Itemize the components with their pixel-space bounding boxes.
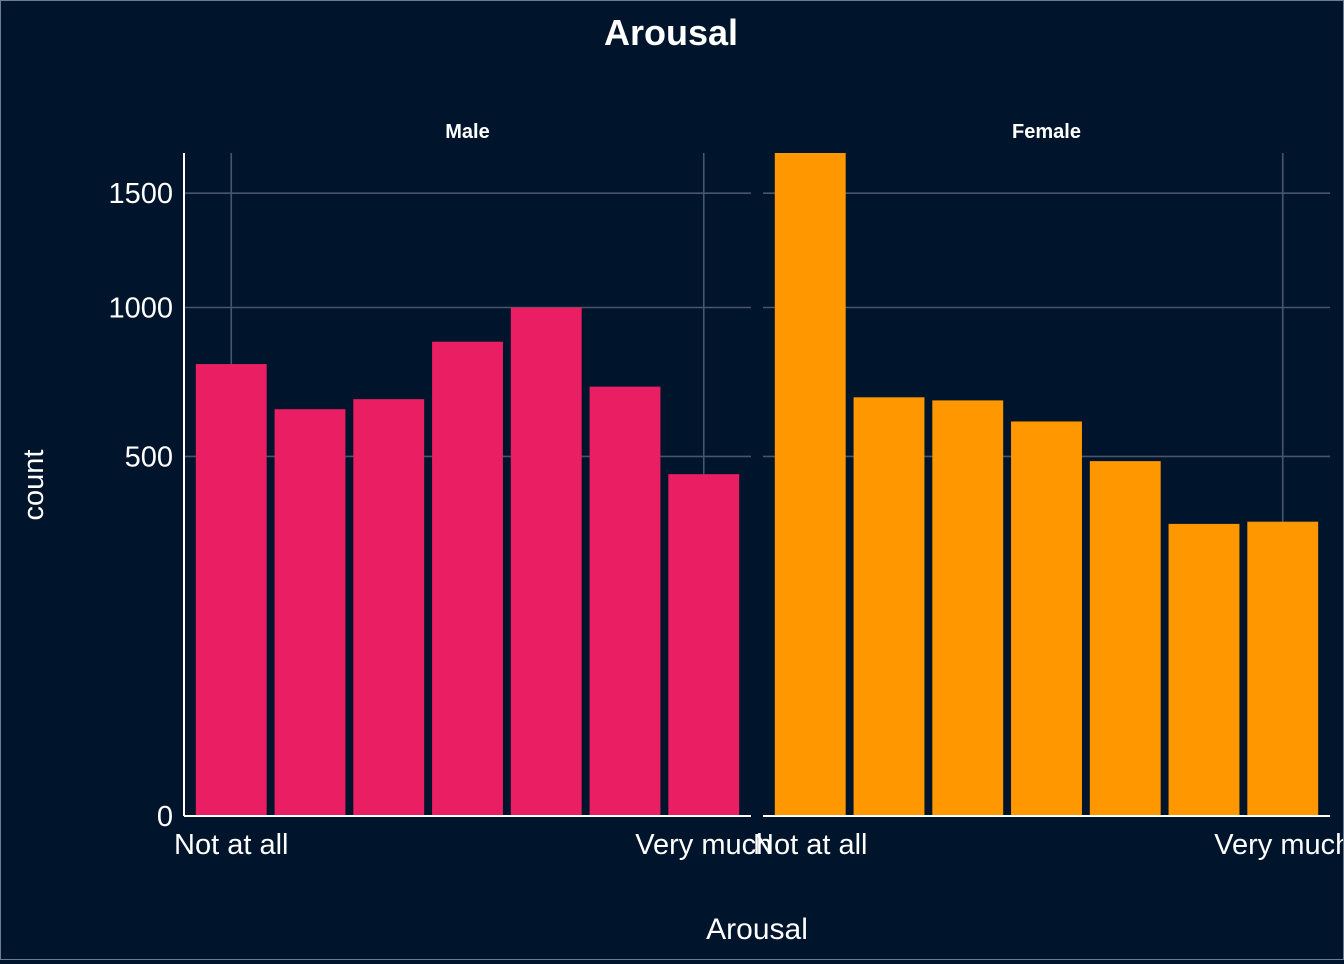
bar-male-5	[510, 307, 582, 816]
y-tick-label: 1000	[108, 293, 173, 325]
facet-label: Male	[445, 121, 489, 143]
bar-male-7	[668, 474, 740, 816]
bar-male-4	[432, 341, 503, 816]
y-tick-label: 0	[157, 801, 173, 833]
bar-female-3	[932, 400, 1004, 816]
x-axis-title: Arousal	[706, 913, 808, 946]
bar-male-1	[195, 364, 267, 816]
facet-panel-female: Female Not at all Very much	[753, 121, 1344, 861]
bar-female-1	[774, 153, 846, 816]
facet-panel-male: Male Not at all Very much	[174, 121, 772, 861]
x-tick-label: Not at all	[174, 829, 288, 861]
bar-male-6	[589, 386, 661, 816]
y-tick-label: 500	[125, 441, 173, 473]
bar-female-7	[1247, 521, 1319, 816]
x-tick-label: Not at all	[753, 829, 867, 861]
bar-female-5	[1089, 461, 1161, 816]
bar-male-3	[353, 399, 425, 816]
bar-male-2	[274, 409, 346, 816]
bar-female-4	[1011, 421, 1082, 816]
x-tick-label: Very much	[1214, 829, 1343, 861]
bar-female-6	[1168, 523, 1240, 816]
bar-female-2	[853, 397, 925, 816]
facet-label: Female	[1012, 121, 1081, 143]
y-tick-label: 1500	[108, 178, 173, 210]
chart-title: Arousal	[604, 12, 738, 53]
y-axis-title: count	[18, 450, 50, 521]
x-tick-label: Very much	[635, 829, 772, 861]
